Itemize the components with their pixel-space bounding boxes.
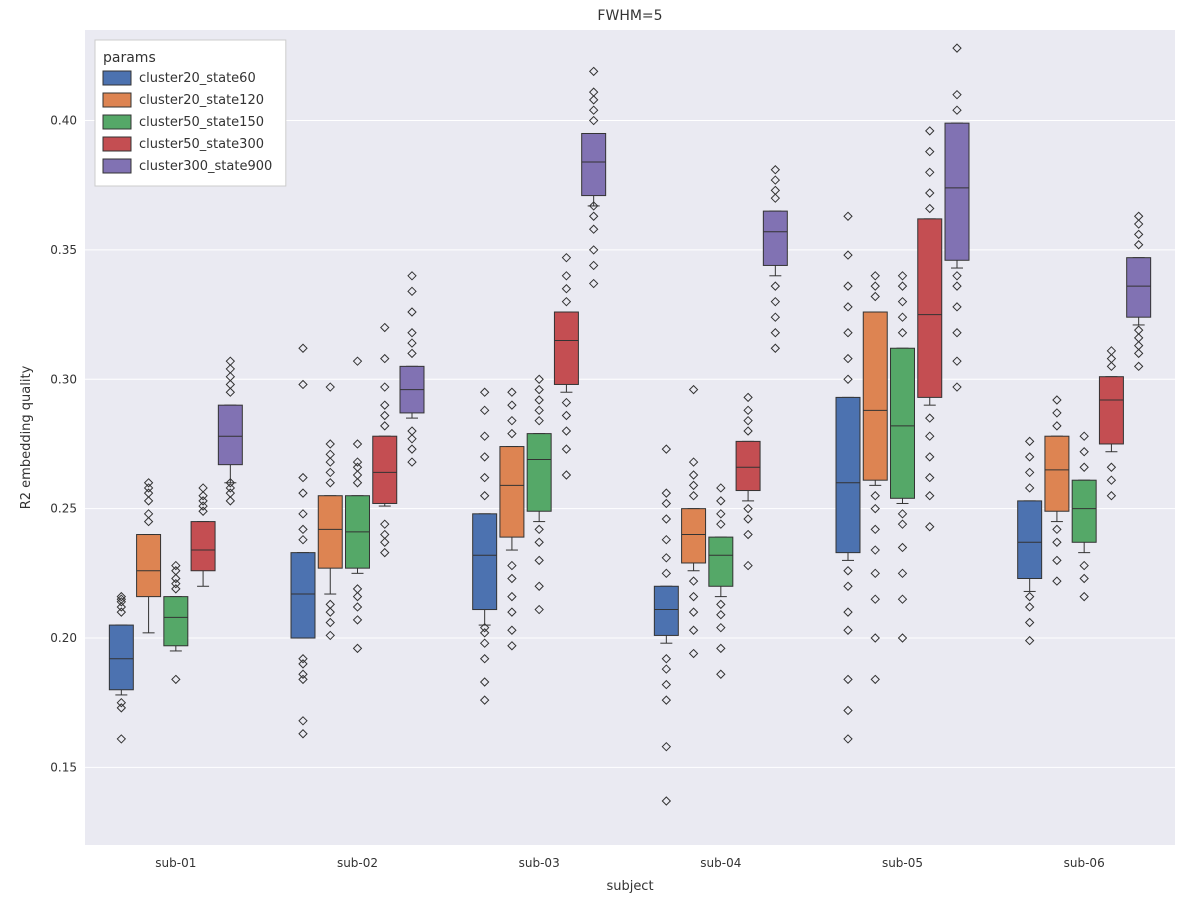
box-rect: [1045, 436, 1069, 511]
box-rect: [218, 405, 242, 465]
legend-label: cluster20_state60: [139, 71, 256, 86]
box-rect: [918, 219, 942, 398]
box-rect: [291, 553, 315, 638]
x-tick-label: sub-05: [882, 856, 923, 870]
y-tick-label: 0.40: [50, 114, 77, 128]
box-rect: [682, 509, 706, 563]
x-tick-label: sub-06: [1064, 856, 1105, 870]
chart-svg: 0.15 0.20 0.25 0.30 0.35 0.40 sub-01 sub-02 sub-…: [0, 0, 1198, 899]
box-rect: [763, 211, 787, 265]
x-tick-label: sub-02: [337, 856, 378, 870]
box-rect: [164, 597, 188, 646]
box-rect: [527, 434, 551, 512]
box-rect: [554, 312, 578, 384]
x-tick-label: sub-03: [519, 856, 560, 870]
y-tick-label: 0.25: [50, 502, 77, 516]
box-rect: [863, 312, 887, 480]
box-rect: [654, 586, 678, 635]
box-rect: [836, 397, 860, 552]
box-rect: [1099, 377, 1123, 444]
box-rect: [709, 537, 733, 586]
y-tick-label: 0.35: [50, 243, 77, 257]
legend-label: cluster50_state300: [139, 137, 264, 152]
x-tick-label: sub-01: [155, 856, 196, 870]
box-rect: [891, 348, 915, 498]
legend-swatch: [103, 71, 131, 85]
box-rect: [191, 522, 215, 571]
box-rect: [582, 133, 606, 195]
legend-label: cluster300_state900: [139, 159, 272, 174]
x-axis-label: subject: [606, 879, 653, 894]
box-rect: [945, 123, 969, 260]
box-rect: [373, 436, 397, 503]
legend-swatch: [103, 115, 131, 129]
chart-container: 0.15 0.20 0.25 0.30 0.35 0.40 sub-01 sub-02 sub-…: [0, 0, 1198, 899]
box-rect: [1018, 501, 1042, 579]
y-tick-label: 0.30: [50, 372, 77, 386]
box-rect: [318, 496, 342, 568]
legend-label: cluster50_state150: [139, 115, 264, 130]
y-tick-label: 0.20: [50, 631, 77, 645]
box-rect: [473, 514, 497, 610]
box-rect: [109, 625, 133, 690]
box-rect: [137, 535, 161, 597]
x-tick-label: sub-04: [700, 856, 741, 870]
box-rect: [1127, 258, 1151, 318]
box-rect: [736, 441, 760, 490]
y-axis-label: R2 embedding quality: [19, 365, 34, 509]
box-rect: [500, 447, 524, 538]
chart-title: FWHM=5: [597, 8, 662, 24]
legend-label: cluster20_state120: [139, 93, 264, 108]
legend-title: params: [103, 50, 156, 66]
box-rect: [1072, 480, 1096, 542]
legend: params cluster20_state60 cluster20_state12…: [95, 40, 286, 186]
legend-swatch: [103, 159, 131, 173]
legend-swatch: [103, 137, 131, 151]
legend-swatch: [103, 93, 131, 107]
y-tick-label: 0.15: [50, 760, 77, 774]
